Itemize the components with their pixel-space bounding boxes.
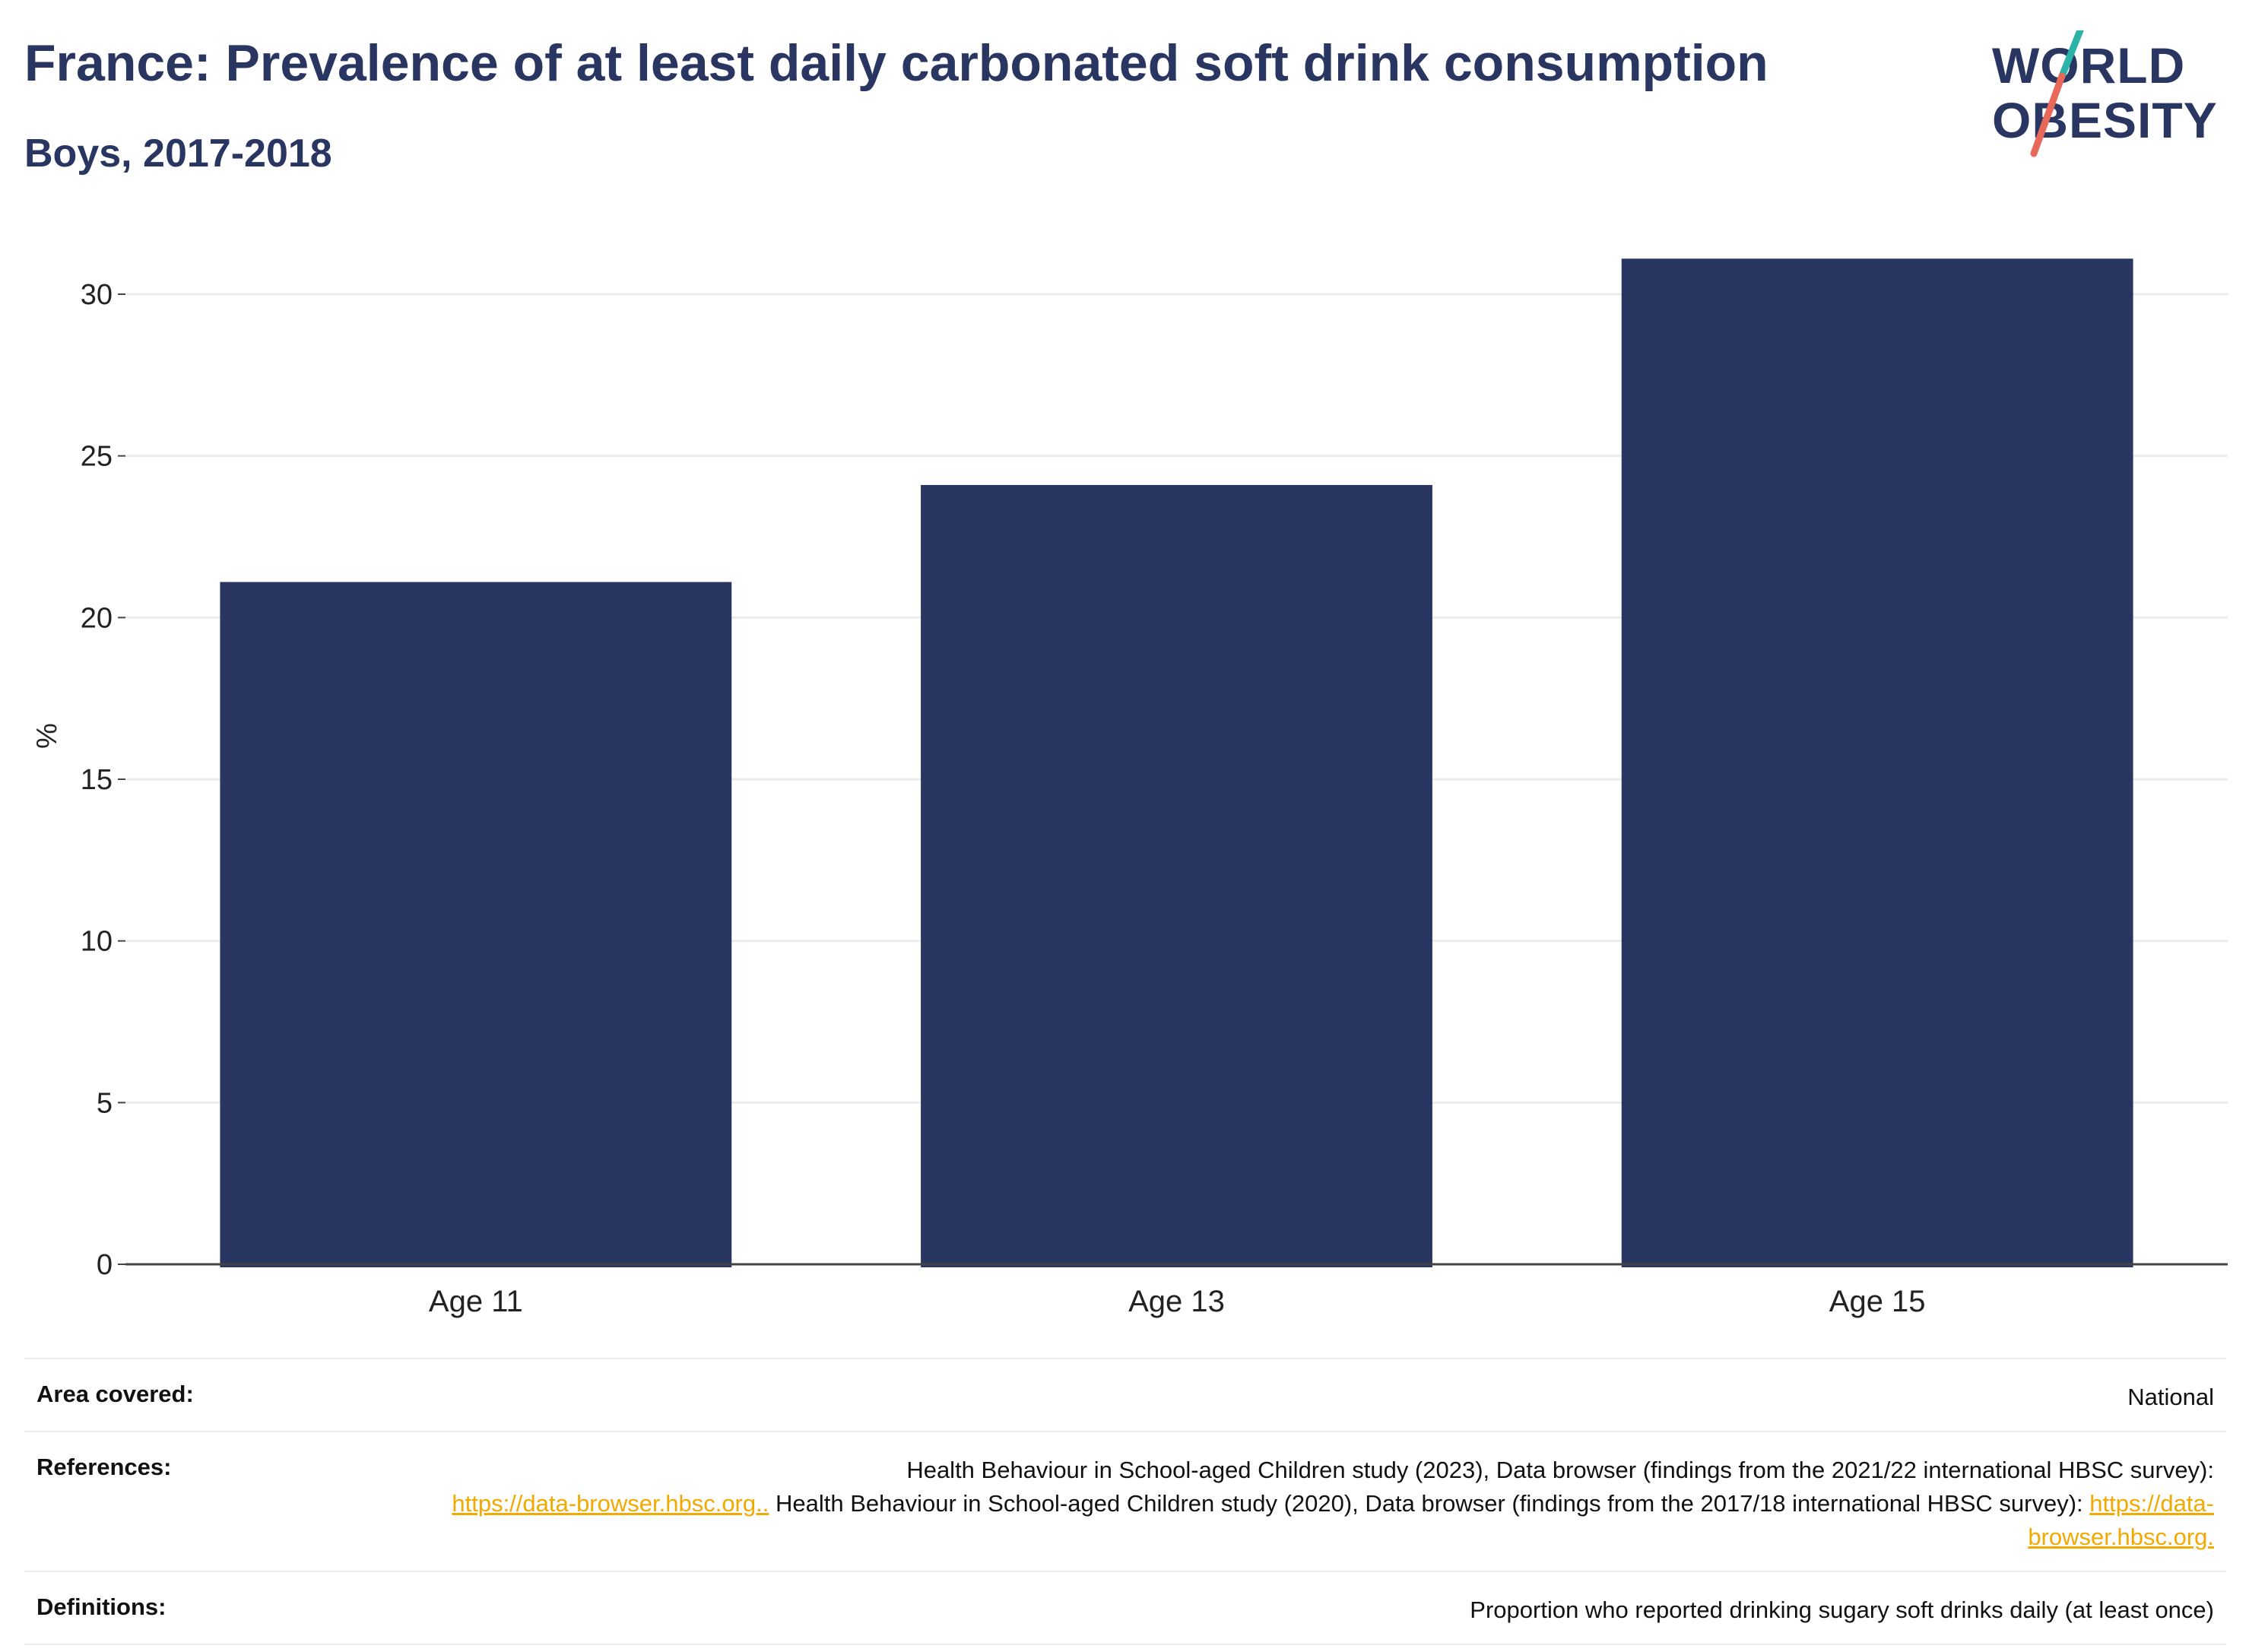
- definitions-label: Definitions:: [36, 1593, 167, 1620]
- logo-line-1: WORLD: [1992, 37, 2186, 94]
- bar-age-11[interactable]: [220, 582, 732, 1267]
- references-link-2[interactable]: https://data-browser.hbsc.org.: [2028, 1490, 2214, 1550]
- y-tick-label: 15: [81, 764, 113, 796]
- definitions-value: Proportion who reported drinking sugary …: [1470, 1597, 2214, 1623]
- axes: 0 5 10 15 20 25 30 Age 11 Age 13 Age 15: [81, 279, 2228, 1318]
- x-tick-label: Age 15: [1829, 1285, 1926, 1318]
- references-value: Health Behaviour in School-aged Children…: [353, 1432, 2226, 1571]
- chart-subtitle: Boys, 2017-2018: [24, 132, 332, 176]
- bar-age-13[interactable]: [921, 484, 1432, 1267]
- references-label: References:: [36, 1454, 172, 1480]
- y-tick-label: 5: [97, 1087, 113, 1119]
- references-text-1: Health Behaviour in School-aged Children…: [906, 1457, 2214, 1483]
- y-tick-label: 30: [81, 279, 113, 311]
- logo-line-2: OBESITY: [1992, 92, 2218, 148]
- info-table: Area covered: National References: Healt…: [24, 1358, 2226, 1645]
- definitions-row: Definitions: Proportion who reported dri…: [24, 1571, 2226, 1644]
- bars: [220, 258, 2133, 1267]
- references-row: References: Health Behaviour in School-a…: [24, 1432, 2226, 1571]
- bar-age-15[interactable]: [1621, 258, 2133, 1267]
- area-value: National: [2127, 1384, 2214, 1410]
- bar-chart: 0 5 10 15 20 25 30 Age 11 Age 13 Age 15 %: [31, 258, 2228, 1318]
- y-tick-label: 10: [81, 926, 113, 958]
- area-row: Area covered: National: [24, 1359, 2226, 1432]
- y-tick-label: 20: [81, 602, 113, 634]
- y-tick-label: 0: [97, 1249, 113, 1281]
- x-tick-label: Age 11: [429, 1285, 523, 1318]
- y-axis-title: %: [31, 723, 63, 749]
- references-link-1[interactable]: https://data-browser.hbsc.org..: [452, 1490, 769, 1517]
- x-tick-label: Age 13: [1128, 1285, 1225, 1318]
- logo-slash-icon: [2030, 30, 2084, 157]
- world-obesity-logo: WORLD OBESITY: [1992, 30, 2235, 160]
- references-text-2: Health Behaviour in School-aged Children…: [769, 1490, 2090, 1517]
- area-label: Area covered:: [36, 1381, 194, 1407]
- chart-title: France: Prevalence of at least daily car…: [24, 34, 1768, 92]
- y-tick-label: 25: [81, 441, 113, 473]
